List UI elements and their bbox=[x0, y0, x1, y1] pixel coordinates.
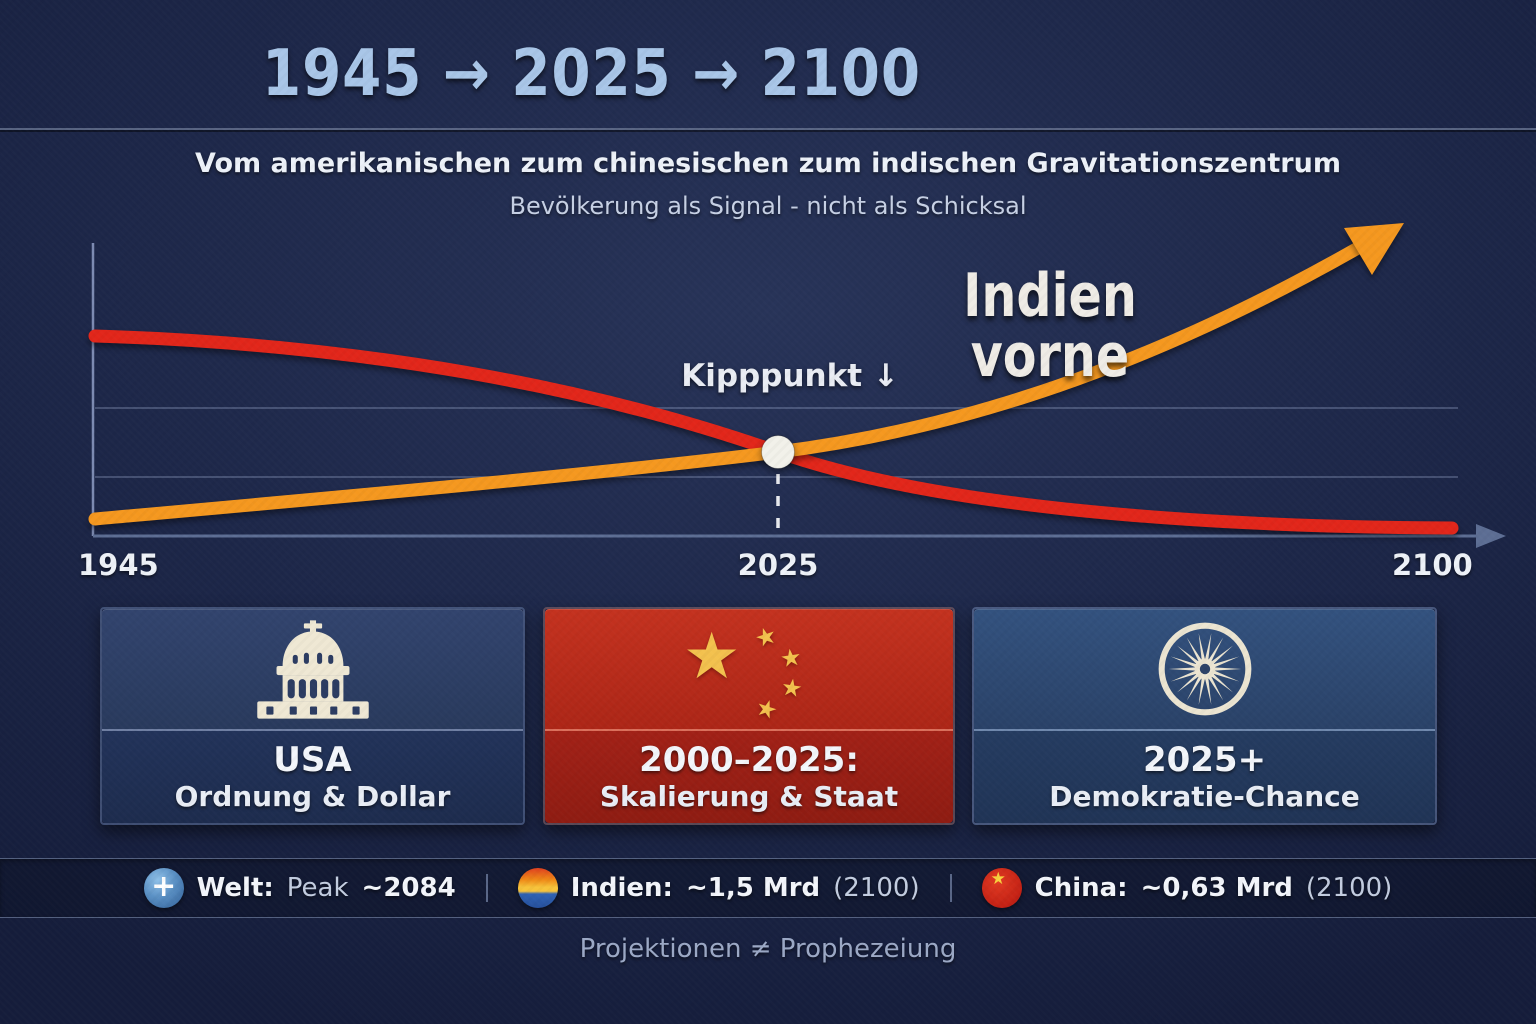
legend-welt-name: Welt: bbox=[196, 873, 274, 903]
card-china-text-area: 2000–2025: Skalierung & Staat bbox=[545, 731, 953, 823]
legend-item-china: ★ China: ~0,63 Mrd (2100) bbox=[981, 868, 1393, 908]
legend-welt-value: ~2084 bbox=[361, 873, 456, 903]
card-china-subtitle: Skalierung & Staat bbox=[599, 779, 899, 813]
china-small-star-icon: ★ bbox=[751, 620, 781, 654]
legend-band: + Welt: Peak ~2084 Indien: ~1,5 Mrd (210… bbox=[0, 858, 1536, 918]
india-sunrise-icon bbox=[517, 868, 558, 908]
page-tagline: Bevölkerung als Signal - nicht als Schic… bbox=[509, 192, 1027, 220]
x-axis-arrow-icon bbox=[1476, 524, 1506, 548]
globe-plus-icon: + bbox=[143, 868, 184, 908]
china-small-star-icon: ★ bbox=[752, 692, 782, 726]
legend-china-name: China: bbox=[1034, 873, 1128, 903]
card-india-text-area: 2025+ Demokratie-Chance bbox=[974, 731, 1435, 823]
legend-china-suffix: (2100) bbox=[1305, 873, 1393, 903]
card-usa-icon-area bbox=[102, 609, 523, 731]
legend-item-welt: + Welt: Peak ~2084 bbox=[143, 868, 456, 908]
ashoka-chakra-icon bbox=[1158, 622, 1251, 716]
card-china: ★ ★ ★ ★ ★ 2000–2025: Skalierung & Staat bbox=[543, 607, 955, 825]
x-tick-1945: 1945 bbox=[78, 548, 159, 582]
tipping-point-dot bbox=[761, 435, 795, 469]
legend-indien-name: Indien: bbox=[570, 873, 673, 903]
legend-china-value: ~0,63 Mrd bbox=[1140, 873, 1293, 903]
x-tick-2100: 2100 bbox=[1392, 548, 1473, 582]
legend-divider bbox=[485, 874, 488, 902]
capitol-icon bbox=[256, 620, 369, 719]
card-india-title: 2025+ bbox=[1142, 739, 1267, 780]
card-usa-text-area: USA Ordnung & Dollar bbox=[102, 731, 523, 823]
card-usa-subtitle: Ordnung & Dollar bbox=[174, 779, 451, 813]
legend-item-indien: Indien: ~1,5 Mrd (2100) bbox=[517, 868, 920, 908]
tipping-point-label: Kipppunkt ↓ bbox=[681, 358, 899, 394]
card-india-subtitle: Demokratie-Chance bbox=[1049, 779, 1360, 813]
legend-indien-value: ~1,5 Mrd bbox=[685, 873, 821, 903]
page-subtitle: Vom amerikanischen zum chinesischen zum … bbox=[195, 148, 1341, 179]
legend-indien-suffix: (2100) bbox=[833, 873, 920, 903]
china-stars-icon: ★ ★ ★ ★ ★ bbox=[545, 609, 953, 731]
x-tick-2025: 2025 bbox=[737, 548, 819, 582]
india-line-arrowhead-icon bbox=[1344, 223, 1404, 275]
card-usa-title: USA bbox=[273, 739, 352, 780]
card-india-icon-area bbox=[974, 609, 1435, 731]
china-flag-star-glyph: ★ bbox=[990, 869, 1006, 889]
china-small-star-icon: ★ bbox=[778, 642, 804, 674]
china-flag-icon: ★ bbox=[981, 868, 1022, 908]
china-big-star-icon: ★ bbox=[683, 620, 741, 694]
legend-divider bbox=[949, 874, 952, 902]
chart-winner-annotation: Indien vorne bbox=[963, 261, 1137, 391]
card-india: 2025+ Demokratie-Chance bbox=[972, 607, 1437, 825]
card-usa: USA Ordnung & Dollar bbox=[100, 607, 525, 825]
china-small-star-icon: ★ bbox=[779, 672, 805, 704]
card-china-title: 2000–2025: bbox=[639, 739, 859, 780]
plus-glyph: + bbox=[151, 868, 177, 904]
footer-disclaimer: Projektionen ≠ Prophezeiung bbox=[579, 934, 957, 964]
legend-welt-mid: Peak bbox=[286, 873, 349, 903]
page-title: 1945 → 2025 → 2100 bbox=[262, 37, 921, 111]
